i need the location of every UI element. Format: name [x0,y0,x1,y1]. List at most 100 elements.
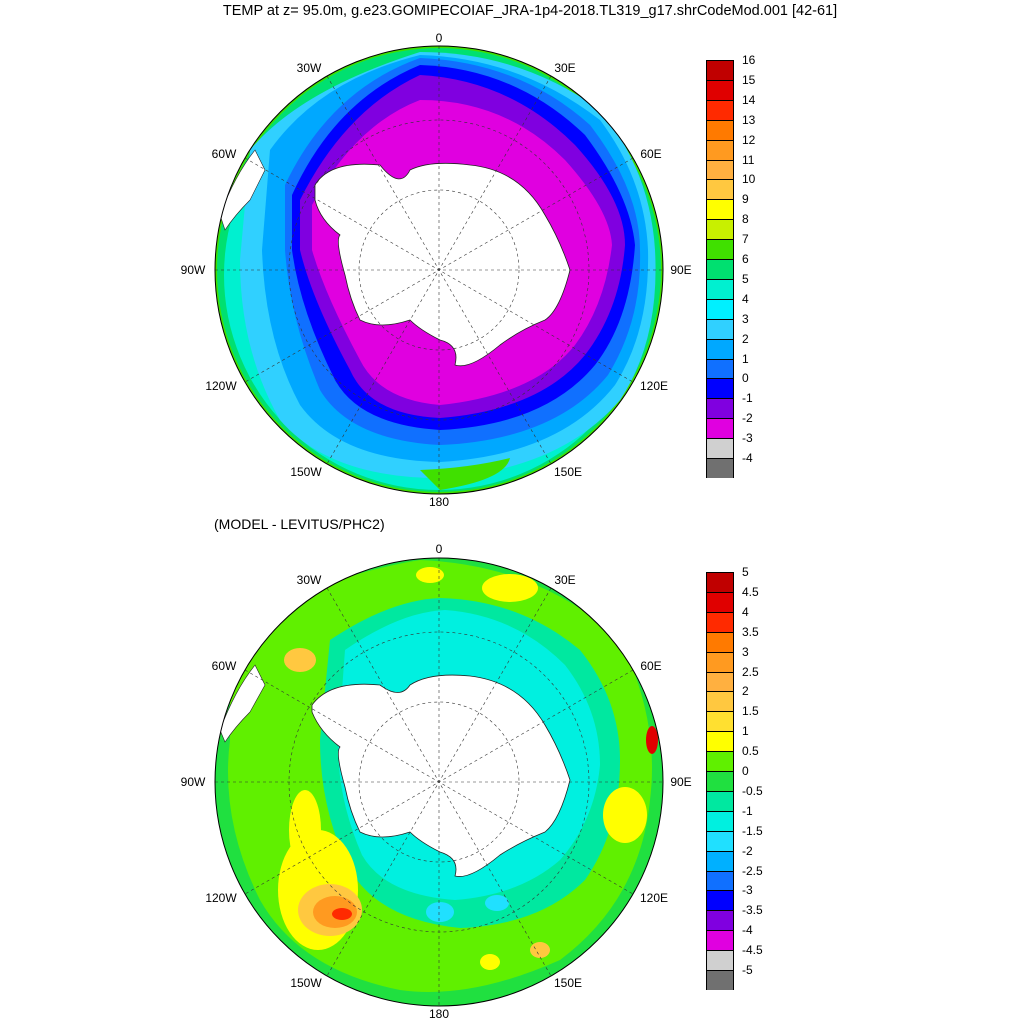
colorbar-swatch [706,651,734,672]
top-label-120w: 120W [205,379,237,393]
colorbar-label: 3.5 [742,624,759,639]
colorbar-swatch [706,930,734,951]
colorbar-label: -1 [742,391,753,406]
colorbar-label: -4 [742,451,753,466]
bottom-label-120e: 120E [640,891,668,905]
colorbar-swatch [706,790,734,811]
colorbar-label: 7 [742,232,749,247]
colorbar-label: 14 [742,92,756,107]
colorbar-swatch [706,418,734,439]
colorbar-label: -5 [742,963,753,978]
colorbar-swatch [706,591,734,612]
colorbar-swatch [706,970,734,990]
colorbar-label: 13 [742,112,756,127]
colorbar-swatch [706,751,734,772]
colorbar-swatch [706,810,734,831]
colorbar-label: -1 [742,803,753,818]
colorbar-label: 4.5 [742,584,759,599]
colorbar-swatch [706,159,734,180]
colorbar-swatch [706,179,734,200]
colorbar-swatch [706,219,734,240]
bottom-label-30w: 30W [297,573,322,587]
bottom-label-90e: 90E [670,775,691,789]
colorbar-swatch [706,60,734,80]
colorbar-label: 2.5 [742,664,759,679]
bottom-polar-map: 0 30E 60E 90E 120E 150E 180 150W 120W 90… [181,542,692,1021]
colorbar-label: 4 [742,291,749,306]
top-polar-map: 0 30E 60E 90E 120E 150E 180 150W 120W 90… [181,31,692,509]
top-label-180: 180 [429,495,449,509]
colorbar-swatch [706,711,734,732]
plot-title: TEMP at z= 95.0m, g.e23.GOMIPECOIAF_JRA-… [222,3,838,19]
colorbar-swatch [706,631,734,652]
top-label-120e: 120E [640,379,668,393]
colorbar-label: -2 [742,843,753,858]
colorbar-label: 1 [742,724,749,739]
colorbar-label: 3 [742,644,749,659]
colorbar-label: -2 [742,411,753,426]
bottom-label-180: 180 [429,1007,449,1021]
colorbar-label: 11 [742,152,755,167]
bottom-label-60w: 60W [212,659,237,673]
top-label-150e: 150E [554,465,582,479]
colorbar-swatch [706,278,734,299]
top-label-90e: 90E [670,263,691,277]
colorbar-label: 1.5 [742,704,759,719]
colorbar-label: 16 [742,53,756,67]
colorbar-label: -2.5 [742,863,763,878]
colorbar-swatch [706,378,734,399]
colorbar-swatch [706,79,734,100]
bottom-label-90w: 90W [181,775,206,789]
colorbar-swatch [706,850,734,871]
colorbar-label: 10 [742,172,756,187]
colorbar-label: -3 [742,883,753,898]
top-label-90w: 90W [181,263,206,277]
bottom-label-60e: 60E [640,659,661,673]
bottom-graticule [215,558,663,1006]
colorbar-swatch [706,671,734,692]
colorbar-swatch [706,910,734,931]
colorbar-swatch [706,398,734,419]
top-label-30w: 30W [297,61,322,75]
colorbar-swatch [706,771,734,791]
colorbar-label: 15 [742,72,756,87]
colorbar-label: 5 [742,565,749,579]
colorbar-swatch [706,731,734,752]
top-temperature-field [215,46,663,494]
bottom-label-120w: 120W [205,891,237,905]
colorbar-label: 6 [742,252,749,267]
colorbar-label: 8 [742,212,749,227]
colorbar-label: 4 [742,604,749,619]
top-label-60w: 60W [212,147,237,161]
bottom-label-0: 0 [436,542,443,556]
difference-subtitle: (MODEL - LEVITUS/PHC2) [214,516,385,532]
colorbar-label: -4.5 [742,943,763,958]
top-graticule [215,46,663,494]
colorbar-swatch [706,572,734,592]
colorbar-label: 0 [742,371,749,386]
bottom-colorbar: 5 4.5 4 3.5 3 2.5 2 1.5 1 0.5 0 -0.5 -1 -1.5 -2 -2.5 -3 -… [706,565,763,990]
colorbar-swatch [706,259,734,279]
top-colorbar: 16 15 14 13 12 11 10 9 8 7 6 5 4 3 2 1 0 -1 -2 -3 -4 [706,53,755,478]
colorbar-swatch [706,99,734,120]
colorbar-label: -1.5 [742,823,763,838]
colorbar-swatch [706,139,734,160]
colorbar-label: 2 [742,684,749,699]
colorbar-label: -3.5 [742,903,763,918]
colorbar-label: -3 [742,431,753,446]
colorbar-label: 9 [742,192,749,207]
top-label-0: 0 [436,31,443,45]
colorbar-swatch [706,358,734,379]
colorbar-label: 5 [742,271,749,286]
colorbar-swatch [706,318,734,339]
colorbar-swatch [706,691,734,712]
top-label-30e: 30E [554,61,575,75]
colorbar-swatch [706,119,734,140]
colorbar-swatch [706,199,734,220]
colorbar-swatch [706,298,734,319]
top-map-border [214,45,664,495]
colorbar-swatch [706,458,734,478]
bottom-label-150w: 150W [290,976,322,990]
colorbar-swatch [706,239,734,260]
top-label-60e: 60E [640,147,661,161]
